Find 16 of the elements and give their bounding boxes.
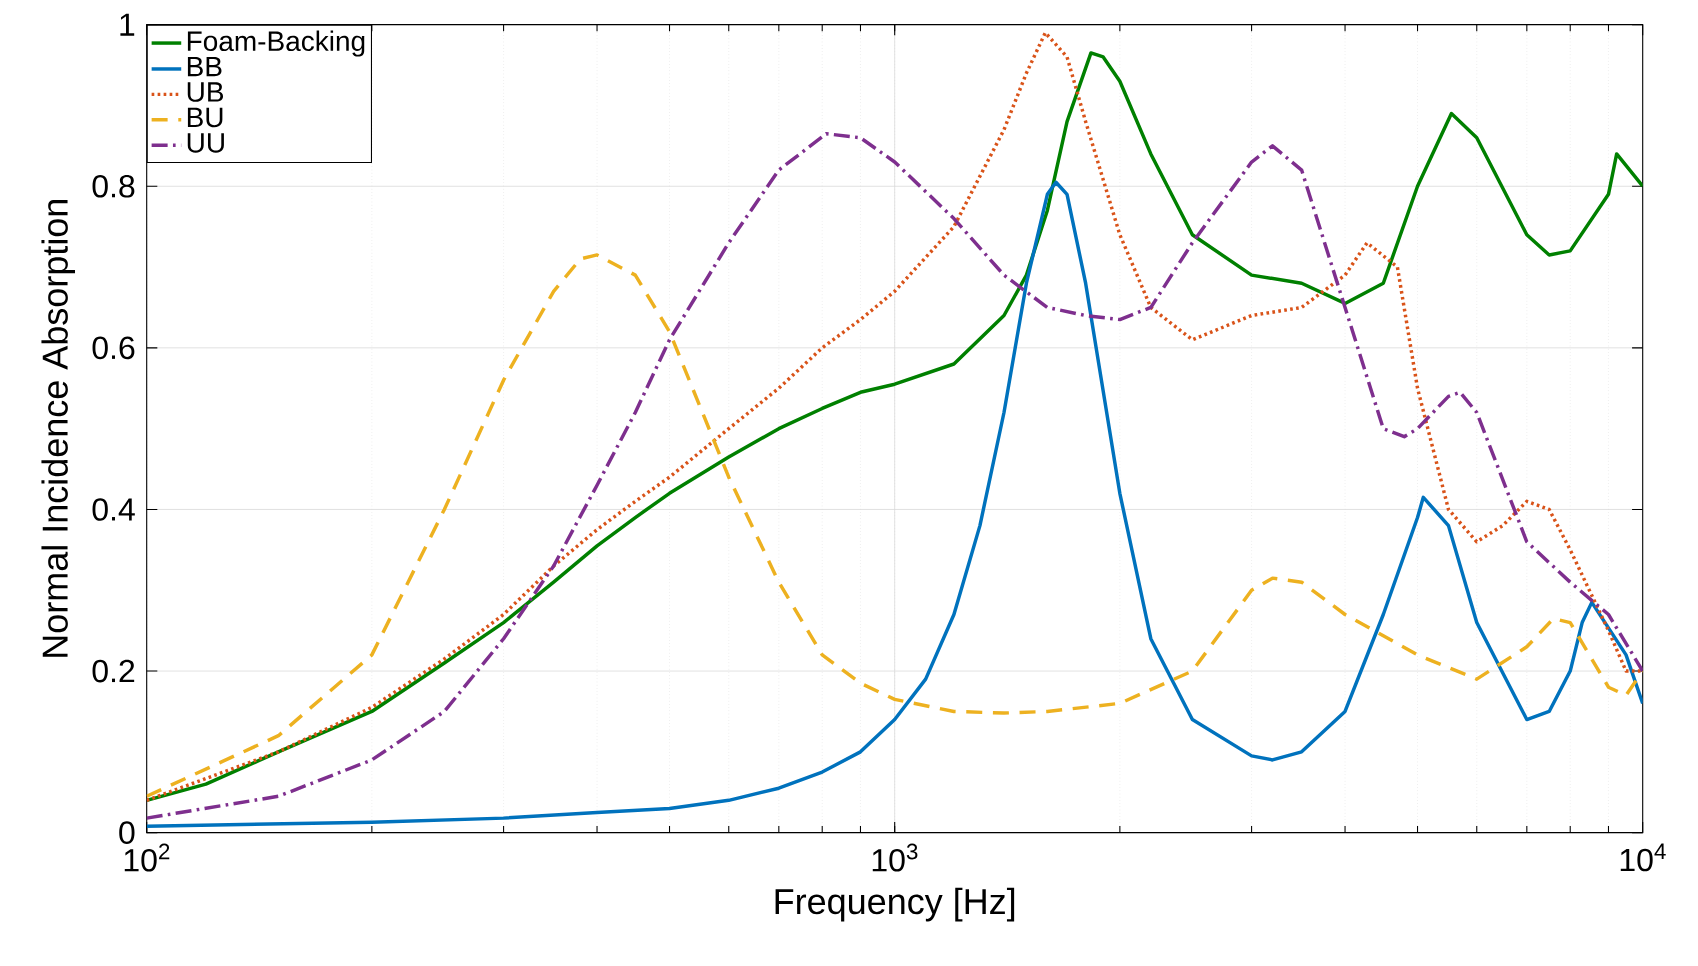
- y-axis-title: Normal Incidence Absorption: [41, 199, 76, 657]
- legend-label: BU: [187, 107, 223, 128]
- x-tick-label: 10$^{4}$: [1620, 843, 1666, 872]
- x-tick-label: 10$^{2}$: [124, 843, 170, 872]
- y-tick-label: 0.4: [92, 498, 135, 521]
- legend-label: Foam-Backing: [187, 30, 365, 57]
- y-tick-label: 0: [119, 821, 135, 844]
- legend-label: UU: [187, 133, 224, 153]
- legend-label: UB: [187, 82, 224, 102]
- y-tick-label: 0.8: [92, 174, 135, 198]
- legend-label: BB: [187, 56, 222, 77]
- x-tick-label: 10$^{3}$: [872, 843, 918, 872]
- x-axis-title: Frequency [Hz]: [775, 887, 1015, 922]
- y-tick-label: 0.2: [92, 659, 135, 683]
- y-tick-label: 1: [120, 13, 135, 36]
- y-tick-label: 0.6: [92, 336, 135, 360]
